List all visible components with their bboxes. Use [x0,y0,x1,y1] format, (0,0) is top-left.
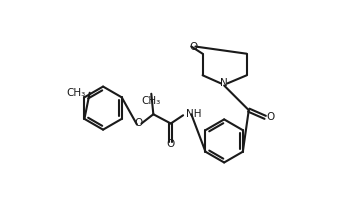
Text: CH₃: CH₃ [142,96,161,106]
Text: O: O [167,139,175,149]
Text: CH₃: CH₃ [66,88,86,98]
Text: O: O [189,42,198,52]
Text: N: N [220,78,228,88]
Text: O: O [266,112,275,122]
Text: O: O [135,119,143,129]
Text: NH: NH [186,109,202,119]
